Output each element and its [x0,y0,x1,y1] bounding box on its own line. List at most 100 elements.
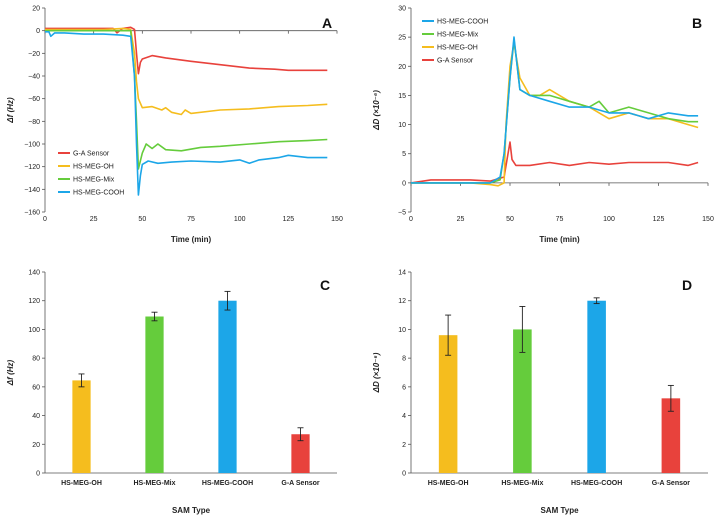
legend-label: HS-MEG-COOH [437,19,488,26]
panel-label: C [320,277,330,293]
panel-label: D [682,277,692,293]
legend-label: HS-MEG-Mix [437,32,479,39]
y-tick-label: 10 [398,327,406,334]
y-tick-label: −100 [24,142,40,149]
y-tick-label: −60 [28,96,40,103]
y-tick-label: 10 [398,122,406,129]
y-tick-label: −140 [24,187,40,194]
error-bar [593,297,600,305]
panel-C-bar-chart: 0 20 40 60 80 100 120 140 HS-MEG-OH HS-MEG-Mix HS-… [6,270,337,515]
x-tick-label: 125 [653,216,665,223]
x-axis-title: Time (min) [539,235,580,244]
x-category-label: HS-MEG-Mix [501,480,543,487]
series-line-hs-meg-oh [45,27,328,116]
y-tick-label: −160 [24,210,40,217]
x-tick-label: 75 [556,216,564,223]
panel-B-legend: HS-MEG-COOH HS-MEG-Mix HS-MEG-OH G-A Sensor [422,19,488,65]
y-tick-label: −20 [28,51,40,58]
series-line-hs-meg-cooh [45,31,328,196]
y-tick-label: 0 [36,471,40,478]
y-tick-label: 0 [402,471,406,478]
bar-hs-meg-oh [72,380,91,473]
error-bar [224,290,231,311]
y-tick-label: 20 [32,442,40,449]
y-tick-label: 25 [398,35,406,42]
y-tick-label: 40 [32,413,40,420]
y-tick-label: 20 [32,6,40,13]
x-category-label: G-A Sensor [281,480,320,487]
x-tick-label: 0 [409,216,413,223]
legend-label: G-A Sensor [437,58,474,65]
y-tick-label: 2 [402,442,406,449]
series-line-g-a-sensor [45,26,328,75]
y-tick-label: 8 [402,356,406,363]
x-tick-label: 0 [43,216,47,223]
legend-label: HS-MEG-COOH [73,190,124,197]
y-tick-label: 15 [398,93,406,100]
x-category-label: G-A Sensor [652,480,691,487]
bar-hs-meg-mix [145,316,164,473]
y-tick-label: 0 [402,180,406,187]
x-tick-label: 25 [457,216,465,223]
x-category-label: HS-MEG-OH [428,480,469,487]
bar-g-a-sensor [291,434,310,473]
x-axis-title: SAM Type [172,506,211,515]
bar-hs-meg-cooh [587,300,606,473]
y-tick-label: 30 [398,6,406,13]
y-tick-label: 6 [402,384,406,391]
y-tick-label: 120 [28,298,40,305]
y-tick-label: 5 [402,151,406,158]
x-tick-label: 75 [187,216,195,223]
x-category-label: HS-MEG-Mix [134,480,176,487]
x-category-label: HS-MEG-COOH [202,480,253,487]
panel-label: A [322,15,332,31]
error-bar [667,384,674,412]
y-tick-label: −5 [398,210,406,217]
series-line-hs-meg-mix [45,29,328,170]
y-tick-label: 20 [398,64,406,71]
y-axis-title: ΔD (×10⁻⁶) [372,90,381,131]
error-bar [78,373,85,388]
series-line-hs-meg-cooh [411,36,699,184]
x-tick-label: 150 [331,216,343,223]
x-tick-label: 50 [138,216,146,223]
y-axis-title: Δf (Hz) [6,97,15,124]
y-tick-label: −120 [24,164,40,171]
error-bar [519,306,526,353]
y-tick-label: 14 [398,270,406,277]
y-tick-label: 140 [28,270,40,277]
error-bar [297,427,304,442]
bar-hs-meg-cooh [218,300,237,473]
y-tick-label: 4 [402,413,406,420]
x-tick-label: 150 [702,216,714,223]
y-tick-label: −80 [28,119,40,126]
y-tick-label: 12 [398,298,406,305]
legend-label: HS-MEG-OH [73,164,114,171]
y-axis-title: ΔD (×10⁻⁶) [372,352,381,393]
legend-label: HS-MEG-Mix [73,177,115,184]
x-tick-label: 100 [603,216,615,223]
x-axis-title: SAM Type [540,506,579,515]
error-bar [445,314,452,356]
x-axis-title: Time (min) [171,235,212,244]
panel-D-bar-chart: 0 2 4 6 8 10 12 14 HS-MEG-OH HS-MEG-Mix HS-MEG-COO… [372,270,708,515]
x-tick-label: 100 [234,216,246,223]
bar-hs-meg-oh [438,335,458,473]
legend-label: G-A Sensor [73,151,110,158]
x-tick-label: 50 [506,216,514,223]
panel-label: B [692,15,702,31]
bar-hs-meg-mix [513,329,532,473]
x-tick-label: 125 [282,216,294,223]
error-bar [151,311,158,322]
y-axis-title: Δf (Hz) [6,359,15,386]
x-tick-label: 25 [90,216,98,223]
y-tick-label: 80 [32,356,40,363]
y-tick-label: 60 [32,384,40,391]
panel-A-legend: G-A Sensor HS-MEG-OH HS-MEG-Mix HS-MEG-COOH [58,151,124,197]
y-tick-label: −40 [28,74,40,81]
x-category-label: HS-MEG-OH [61,480,102,487]
legend-label: HS-MEG-OH [437,45,478,52]
